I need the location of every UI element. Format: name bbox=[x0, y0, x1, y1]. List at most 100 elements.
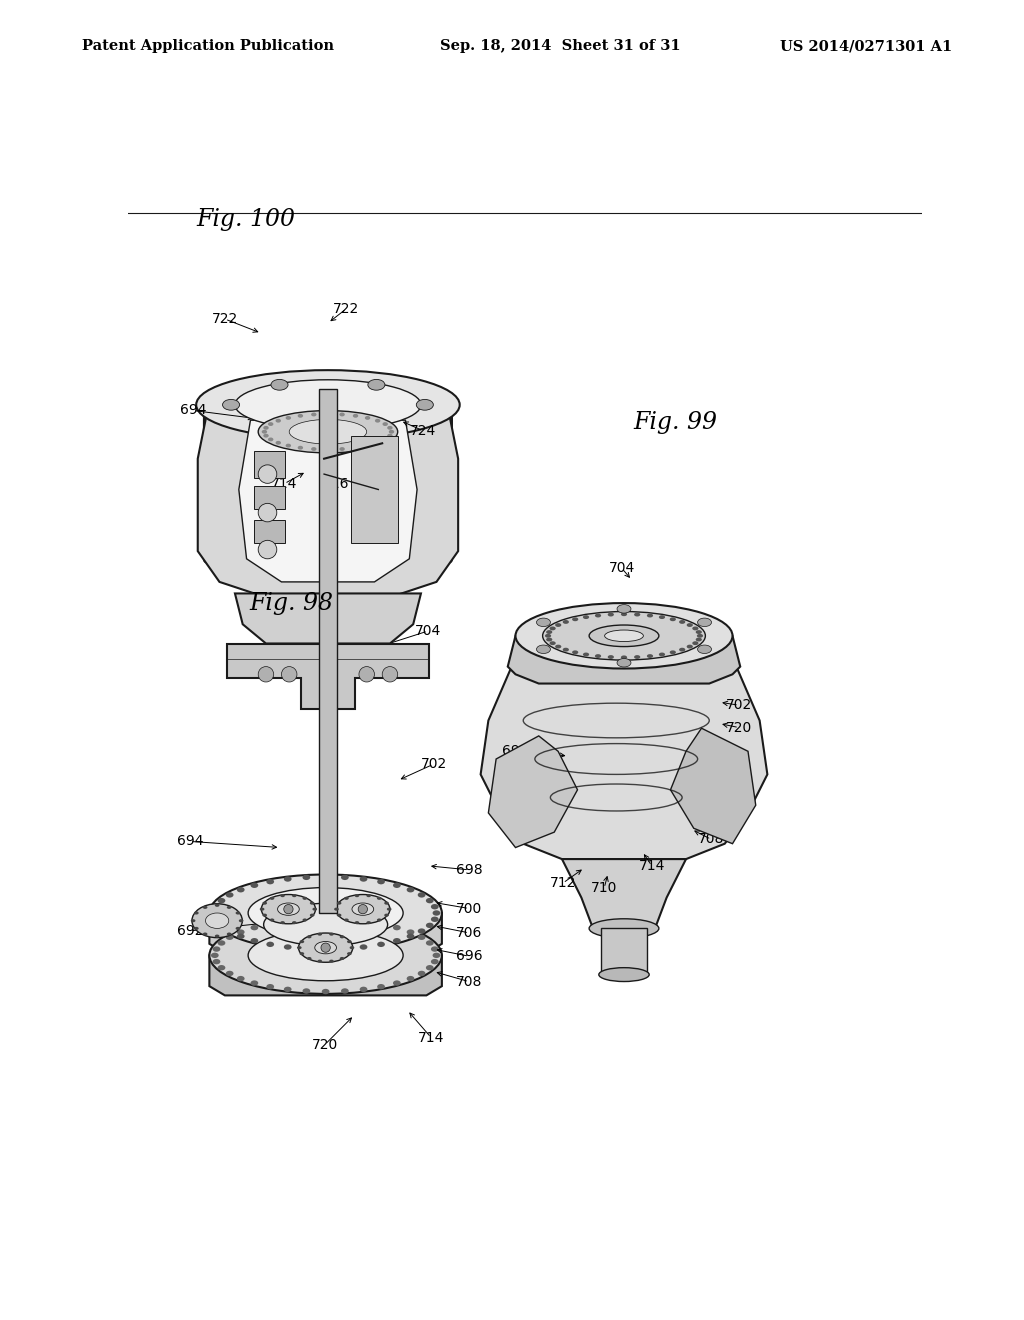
Ellipse shape bbox=[377, 879, 385, 884]
Ellipse shape bbox=[550, 627, 556, 631]
Polygon shape bbox=[254, 486, 286, 508]
Ellipse shape bbox=[692, 627, 698, 631]
Text: 708: 708 bbox=[698, 833, 725, 846]
Ellipse shape bbox=[312, 908, 317, 911]
Ellipse shape bbox=[322, 946, 330, 952]
Ellipse shape bbox=[337, 913, 341, 916]
Polygon shape bbox=[480, 667, 767, 859]
Circle shape bbox=[382, 667, 397, 682]
Ellipse shape bbox=[599, 968, 649, 982]
Ellipse shape bbox=[377, 921, 385, 927]
Ellipse shape bbox=[431, 916, 438, 921]
Ellipse shape bbox=[251, 925, 258, 931]
Ellipse shape bbox=[284, 919, 292, 924]
Ellipse shape bbox=[297, 946, 302, 949]
Ellipse shape bbox=[347, 952, 351, 956]
Polygon shape bbox=[254, 451, 286, 478]
Polygon shape bbox=[227, 644, 429, 709]
Text: 704: 704 bbox=[608, 561, 635, 576]
Ellipse shape bbox=[543, 611, 706, 660]
Ellipse shape bbox=[383, 422, 388, 426]
Ellipse shape bbox=[340, 957, 344, 960]
Polygon shape bbox=[239, 420, 417, 582]
Ellipse shape bbox=[344, 919, 349, 921]
Ellipse shape bbox=[418, 928, 426, 933]
Ellipse shape bbox=[359, 919, 368, 924]
Ellipse shape bbox=[225, 892, 233, 898]
Ellipse shape bbox=[236, 911, 241, 915]
Ellipse shape bbox=[393, 981, 400, 986]
Ellipse shape bbox=[302, 917, 310, 923]
Text: 700: 700 bbox=[456, 902, 482, 916]
Ellipse shape bbox=[426, 923, 433, 928]
Ellipse shape bbox=[262, 902, 267, 904]
Text: 714: 714 bbox=[271, 477, 298, 491]
Ellipse shape bbox=[407, 887, 415, 892]
Circle shape bbox=[321, 942, 331, 952]
Circle shape bbox=[258, 667, 273, 682]
Ellipse shape bbox=[604, 630, 643, 642]
Ellipse shape bbox=[407, 929, 415, 935]
Ellipse shape bbox=[317, 933, 323, 936]
Ellipse shape bbox=[336, 895, 390, 924]
Polygon shape bbox=[209, 956, 442, 995]
Ellipse shape bbox=[426, 965, 433, 970]
Ellipse shape bbox=[621, 612, 627, 616]
Text: 724: 724 bbox=[410, 424, 436, 438]
Ellipse shape bbox=[263, 434, 268, 438]
Ellipse shape bbox=[695, 638, 701, 642]
Ellipse shape bbox=[190, 919, 196, 923]
Ellipse shape bbox=[607, 655, 614, 659]
Ellipse shape bbox=[418, 935, 426, 940]
Ellipse shape bbox=[537, 645, 551, 653]
Ellipse shape bbox=[271, 379, 288, 391]
Ellipse shape bbox=[377, 919, 382, 921]
Ellipse shape bbox=[191, 904, 243, 937]
Ellipse shape bbox=[298, 414, 303, 417]
Ellipse shape bbox=[341, 946, 349, 952]
Ellipse shape bbox=[387, 908, 391, 911]
Ellipse shape bbox=[367, 921, 371, 924]
Ellipse shape bbox=[647, 614, 653, 618]
Ellipse shape bbox=[300, 940, 304, 944]
Ellipse shape bbox=[647, 655, 653, 657]
Ellipse shape bbox=[550, 642, 556, 645]
Ellipse shape bbox=[203, 932, 208, 936]
Ellipse shape bbox=[281, 894, 285, 898]
Ellipse shape bbox=[545, 634, 551, 638]
Ellipse shape bbox=[213, 904, 220, 909]
Ellipse shape bbox=[300, 952, 304, 956]
Text: Fig. 100: Fig. 100 bbox=[197, 207, 295, 231]
Polygon shape bbox=[508, 636, 740, 684]
Circle shape bbox=[284, 904, 293, 913]
Ellipse shape bbox=[215, 904, 219, 907]
Ellipse shape bbox=[314, 941, 337, 954]
Ellipse shape bbox=[359, 876, 368, 882]
Ellipse shape bbox=[275, 441, 281, 445]
Ellipse shape bbox=[687, 623, 693, 627]
Ellipse shape bbox=[387, 426, 392, 430]
Ellipse shape bbox=[302, 875, 310, 880]
Ellipse shape bbox=[375, 418, 380, 422]
Ellipse shape bbox=[302, 896, 307, 900]
Ellipse shape bbox=[607, 612, 614, 616]
Ellipse shape bbox=[418, 970, 426, 975]
Ellipse shape bbox=[302, 946, 310, 952]
Ellipse shape bbox=[572, 618, 579, 622]
Ellipse shape bbox=[375, 441, 380, 445]
Ellipse shape bbox=[658, 615, 665, 619]
Polygon shape bbox=[488, 737, 578, 847]
Text: Patent Application Publication: Patent Application Publication bbox=[82, 40, 334, 53]
Ellipse shape bbox=[634, 612, 640, 616]
Ellipse shape bbox=[286, 444, 291, 447]
Text: 698: 698 bbox=[456, 863, 482, 876]
Ellipse shape bbox=[377, 941, 385, 946]
Ellipse shape bbox=[237, 887, 245, 892]
Ellipse shape bbox=[307, 936, 311, 939]
Text: 692: 692 bbox=[502, 744, 528, 758]
Ellipse shape bbox=[634, 655, 640, 659]
Ellipse shape bbox=[431, 946, 438, 952]
Ellipse shape bbox=[263, 903, 388, 945]
Ellipse shape bbox=[341, 875, 349, 880]
Ellipse shape bbox=[670, 618, 676, 622]
